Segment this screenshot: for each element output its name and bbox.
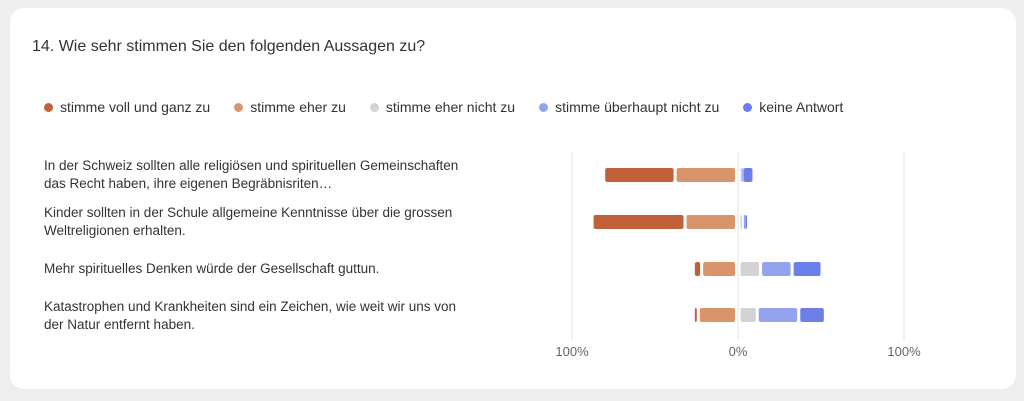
bar-row2-series1 [703, 262, 735, 276]
bar-row3-series3 [758, 308, 798, 322]
legend-dot-icon [234, 102, 244, 112]
bar-row3-series0 [694, 308, 697, 322]
bar-row1-series3 [743, 215, 746, 229]
bar-row2-series0 [694, 262, 701, 276]
legend-item-0: stimme voll und ganz zu [44, 99, 210, 115]
legend-label: stimme voll und ganz zu [60, 99, 211, 115]
legend-dot-icon [539, 102, 549, 112]
bar-row2-series2 [740, 262, 760, 276]
legend-label: stimme überhaupt nicht zu [555, 99, 720, 115]
bar-row0-series1 [676, 168, 735, 182]
bar-row1-series1 [686, 215, 735, 229]
legend-label: keine Antwort [759, 99, 844, 115]
x-tick-label-1: 0% [729, 344, 748, 359]
legend-item-2: stimme eher nicht zu [369, 99, 516, 115]
bar-row2-series3 [762, 262, 791, 276]
chart-legend: stimme voll und ganz zu stimme eher zu sti… [44, 99, 867, 115]
question-title: 14. Wie sehr stimmen Sie den folgenden A… [32, 38, 426, 55]
legend-dot-icon [369, 102, 379, 112]
question-card: 14. Wie sehr stimmen Sie den folgenden A… [10, 8, 1016, 389]
legend-dot-icon [743, 102, 753, 112]
legend-item-4: keine Antwort [743, 99, 843, 115]
row-label-3: Katastrophen und Krankheiten sind ein Ze… [44, 299, 456, 332]
legend-label: stimme eher zu [250, 99, 346, 115]
row-label-0: In der Schweiz sollten alle religiösen u… [44, 158, 459, 191]
legend-label: stimme eher nicht zu [385, 99, 516, 115]
bar-row1-series4 [745, 215, 747, 229]
bar-row0-series4 [743, 168, 753, 182]
bar-row0-series0 [605, 168, 674, 182]
bar-row1-series2 [740, 215, 742, 229]
bar-row3-series2 [740, 308, 756, 322]
legend-item-1: stimme eher zu [234, 99, 346, 115]
x-tick-label-0: 100% [555, 344, 589, 359]
x-tick-label-2: 100% [887, 344, 921, 359]
bar-row0-series3 [742, 168, 744, 182]
bar-row0-series2 [740, 168, 742, 182]
row-label-2: Mehr spirituelles Denken würde der Gesel… [44, 261, 380, 276]
row-label-1: Kinder sollten in der Schule allgemeine … [44, 205, 453, 238]
bar-row1-series0 [593, 215, 684, 229]
legend-item-3: stimme überhaupt nicht zu [539, 99, 719, 115]
bar-row3-series4 [800, 308, 824, 322]
bar-row2-series4 [793, 262, 821, 276]
legend-dot-icon [44, 102, 53, 112]
bar-row3-series1 [699, 308, 735, 322]
